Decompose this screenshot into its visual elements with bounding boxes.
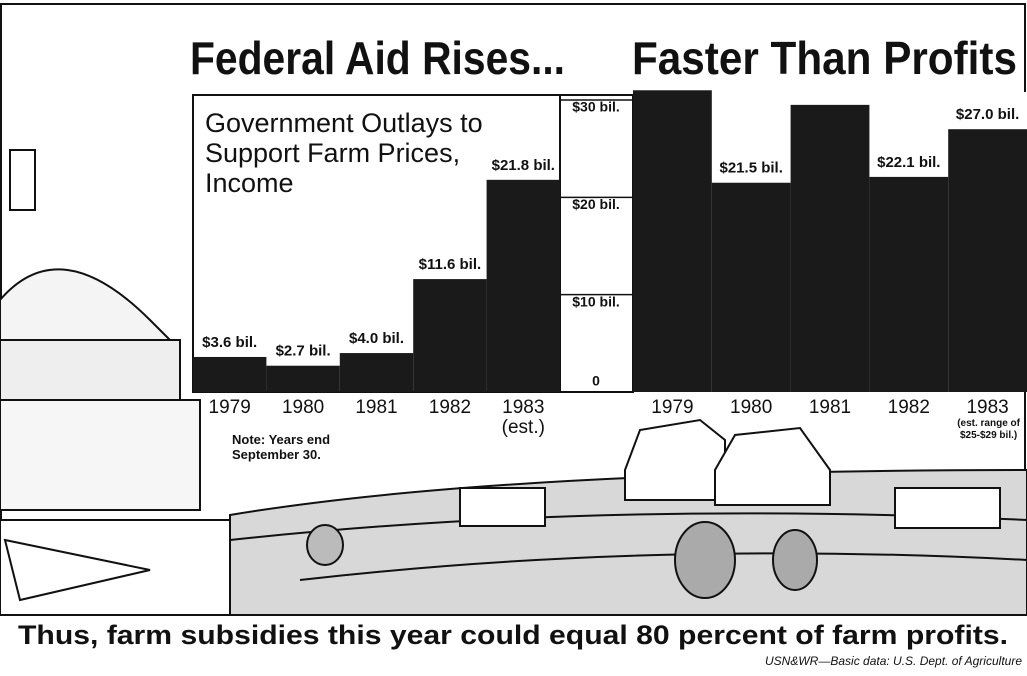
note: Note: Years end September 30.: [232, 432, 331, 462]
bar: [486, 179, 560, 392]
bar: [948, 129, 1027, 392]
value-label: $4.0 bil.: [349, 330, 404, 347]
x-tick-label: 1982: [888, 397, 930, 418]
bar: [633, 90, 712, 393]
headline-left: Federal Aid Rises...: [190, 32, 565, 84]
bar: [266, 365, 340, 392]
y-tick-label: $20 bil.: [572, 196, 619, 212]
bar: [869, 176, 949, 392]
bar: [193, 356, 267, 392]
value-label: $27.0 bil.: [956, 106, 1019, 123]
value-label: $21.8 bil.: [492, 157, 555, 174]
value-label: $3.6 bil.: [202, 334, 257, 351]
axis-panel: [559, 94, 634, 393]
y-tick-label: $30 bil.: [572, 99, 619, 115]
value-label: $21.5 bil.: [720, 160, 783, 177]
category-note: (est.): [502, 417, 545, 438]
value-label: $2.7 bil.: [276, 343, 331, 360]
bar: [790, 104, 870, 392]
x-tick-label: 1981: [355, 397, 397, 418]
farm-illustration: [229, 418, 1027, 616]
x-tick-label: 1979: [209, 397, 251, 418]
x-tick-label: 1983: [966, 397, 1008, 418]
footer-text: Thus, farm subsidies this year could equ…: [18, 620, 1008, 650]
x-tick-label: 1981: [809, 397, 851, 418]
value-label: $11.6 bil.: [419, 256, 482, 273]
category-note: (est. range of $25-$29 bil.): [957, 418, 1020, 441]
x-tick-label: 1979: [651, 397, 693, 418]
bar: [413, 279, 487, 392]
y-tick-label: $10 bil.: [572, 293, 619, 309]
bar: [339, 353, 414, 392]
headline-right: Faster Than Profits: [632, 32, 1017, 84]
x-tick-label: 1980: [282, 397, 324, 418]
footer-band: [0, 615, 1027, 676]
y-tick-label: 0: [592, 373, 600, 389]
x-tick-label: 1980: [730, 397, 772, 418]
bar: [711, 182, 791, 392]
source: USN&WR—Basic data: U.S. Dept. of Agricul…: [765, 654, 1022, 668]
value-label: $22.1 bil.: [877, 154, 940, 171]
x-tick-label: 1983: [502, 397, 544, 418]
left-chart-title: Government Outlays to Support Farm Price…: [205, 108, 483, 198]
x-tick-label: 1982: [429, 397, 471, 418]
